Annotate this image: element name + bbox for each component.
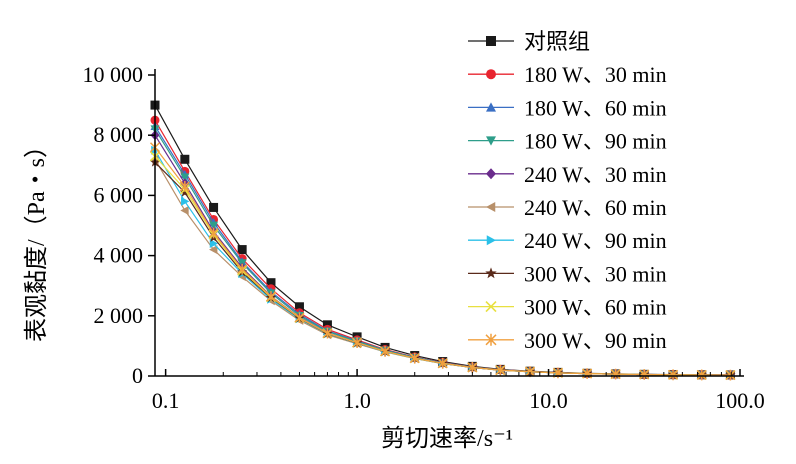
data-point bbox=[180, 154, 190, 164]
legend-label: 240 W、60 min bbox=[524, 195, 667, 220]
y-tick-label: 8 000 bbox=[94, 122, 144, 147]
x-tick-label: 1.0 bbox=[343, 388, 371, 413]
legend-label: 240 W、30 min bbox=[524, 162, 667, 187]
y-tick-label: 6 000 bbox=[94, 182, 144, 207]
data-point bbox=[668, 369, 679, 381]
y-axis-title: 表观黏度/（Pa・s） bbox=[23, 134, 50, 342]
data-point bbox=[409, 352, 420, 364]
legend-marker bbox=[486, 202, 496, 212]
legend-marker bbox=[486, 168, 496, 180]
y-tick-label: 0 bbox=[132, 363, 143, 388]
data-point bbox=[467, 362, 478, 373]
data-point bbox=[208, 227, 219, 239]
data-point bbox=[237, 263, 248, 275]
data-point bbox=[352, 337, 363, 349]
legend-item-9: 300 W、60 min bbox=[468, 295, 667, 320]
legend-label: 300 W、90 min bbox=[524, 328, 667, 353]
data-point bbox=[265, 291, 277, 302]
x-tick-label: 0.1 bbox=[152, 388, 180, 413]
legend-marker bbox=[485, 301, 497, 313]
y-tick-label: 4 000 bbox=[94, 243, 144, 268]
legend-label: 180 W、30 min bbox=[524, 62, 667, 87]
data-point bbox=[437, 357, 448, 369]
data-point bbox=[380, 345, 391, 357]
data-point bbox=[179, 180, 190, 192]
data-point bbox=[495, 364, 506, 376]
data-point bbox=[294, 302, 304, 312]
data-point bbox=[179, 186, 190, 197]
axes: 0 2 000 4 000 6 000 8 000 10 000 0.1 1.0 10.0 100… bbox=[83, 62, 765, 413]
x-tick-label: 10.0 bbox=[529, 388, 568, 413]
data-point bbox=[322, 320, 332, 330]
legend-marker bbox=[485, 267, 497, 279]
legend-marker bbox=[486, 69, 496, 80]
data-point bbox=[209, 245, 218, 255]
data-point bbox=[209, 239, 219, 249]
legend-marker bbox=[486, 235, 496, 246]
x-tick-label: 100.0 bbox=[715, 388, 765, 413]
data-point bbox=[294, 312, 305, 324]
legend-label: 240 W、90 min bbox=[524, 228, 667, 253]
data-point bbox=[639, 369, 650, 380]
y-tick-label: 2 000 bbox=[94, 303, 144, 328]
series-group bbox=[149, 100, 736, 381]
data-point bbox=[181, 196, 190, 206]
y-tick-label: 10 000 bbox=[83, 62, 144, 87]
data-point bbox=[610, 368, 621, 380]
legend-label: 180 W、90 min bbox=[524, 129, 667, 154]
data-point bbox=[209, 221, 219, 230]
data-point bbox=[237, 245, 247, 255]
x-axis-title: 剪切速率/s⁻¹ bbox=[381, 425, 513, 452]
data-point bbox=[696, 369, 707, 381]
data-point bbox=[180, 205, 189, 215]
legend-marker bbox=[486, 102, 496, 112]
legend-label: 300 W、60 min bbox=[524, 295, 667, 320]
legend-label: 对照组 bbox=[524, 29, 590, 54]
data-point bbox=[266, 278, 276, 288]
legend-marker bbox=[486, 36, 496, 46]
legend-marker bbox=[485, 333, 497, 346]
legend-item-6: 240 W、60 min bbox=[468, 195, 667, 220]
legend-item-2: 180 W、30 min bbox=[468, 62, 667, 87]
legend-item-8: 300 W、30 min bbox=[468, 261, 667, 286]
legend-item-10: 300 W、90 min bbox=[468, 328, 667, 353]
legend: 对照组 180 W、30 min 180 W、60 min 180 W、90 min 2… bbox=[468, 29, 667, 353]
data-point bbox=[322, 327, 333, 339]
legend-label: 180 W、60 min bbox=[524, 95, 667, 120]
legend-item-5: 240 W、30 min bbox=[468, 162, 667, 187]
data-point bbox=[725, 369, 736, 381]
legend-item-1: 对照组 bbox=[468, 29, 590, 54]
legend-item-7: 240 W、90 min bbox=[468, 228, 667, 253]
legend-label: 300 W、30 min bbox=[524, 261, 667, 286]
data-point bbox=[180, 173, 190, 182]
legend-item-4: 180 W、90 min bbox=[468, 129, 667, 154]
legend-item-3: 180 W、60 min bbox=[468, 95, 667, 120]
data-point bbox=[209, 202, 219, 212]
legend-marker bbox=[486, 136, 496, 146]
